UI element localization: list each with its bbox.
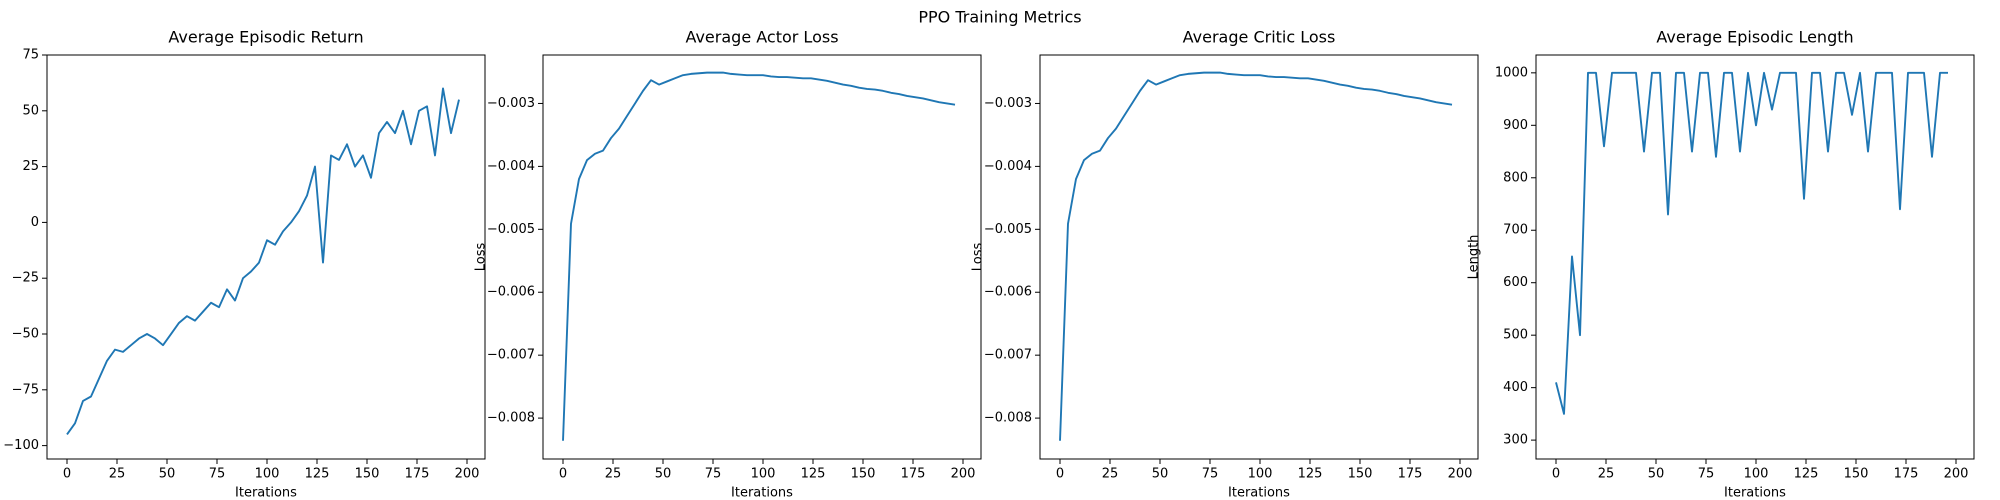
figure-title: PPO Training Metrics bbox=[918, 8, 1081, 27]
y-axis-label: Loss bbox=[971, 243, 986, 272]
x-tick-label: 175 bbox=[405, 467, 430, 482]
x-tick-label: 150 bbox=[851, 467, 876, 482]
line bbox=[562, 71, 956, 441]
y-tick-label: −0.006 bbox=[984, 285, 1032, 300]
x-tick-label: 175 bbox=[901, 467, 926, 482]
y-tick-label: −50 bbox=[12, 327, 39, 342]
x-tick-label: 25 bbox=[109, 467, 126, 482]
y-tick-label: −0.003 bbox=[984, 96, 1032, 111]
y-tick-label: −0.008 bbox=[487, 411, 535, 426]
y-axis-label: Length bbox=[1467, 235, 1482, 280]
x-tick-label: 100 bbox=[1744, 467, 1769, 482]
subplot-title: Average Episodic Return bbox=[168, 28, 363, 47]
x-tick-label: 0 bbox=[1552, 467, 1560, 482]
y-tick-label: −0.007 bbox=[984, 348, 1032, 363]
x-tick-label: 100 bbox=[751, 467, 776, 482]
y-axis-label: Loss bbox=[474, 243, 489, 272]
x-tick-label: 75 bbox=[1202, 467, 1219, 482]
y-tick-label: 50 bbox=[22, 103, 39, 118]
y-tick-label: 900 bbox=[1503, 118, 1528, 133]
y-tick-label: −100 bbox=[3, 438, 39, 453]
y-tick-label: 0 bbox=[31, 215, 39, 230]
subplot-title: Average Critic Loss bbox=[1183, 28, 1336, 47]
y-tick-label: −75 bbox=[12, 382, 39, 397]
y-tick-label: −0.004 bbox=[984, 159, 1032, 174]
y-tick-label: 1000 bbox=[1495, 65, 1528, 80]
x-tick-label: 25 bbox=[605, 467, 622, 482]
y-tick-label: −0.003 bbox=[487, 96, 535, 111]
axes-frame bbox=[542, 54, 982, 460]
x-axis-label: Iterations bbox=[1724, 486, 1786, 500]
x-axis-label: Iterations bbox=[1228, 486, 1290, 500]
x-tick-label: 125 bbox=[1794, 467, 1819, 482]
x-tick-label: 200 bbox=[951, 467, 976, 482]
y-tick-label: 300 bbox=[1503, 433, 1528, 448]
y-tick-label: −0.004 bbox=[487, 159, 535, 174]
x-axis-label: Iterations bbox=[235, 486, 297, 500]
x-tick-label: 75 bbox=[209, 467, 226, 482]
x-tick-label: 150 bbox=[1844, 467, 1869, 482]
x-tick-label: 75 bbox=[1698, 467, 1715, 482]
x-tick-label: 175 bbox=[1894, 467, 1919, 482]
x-tick-label: 25 bbox=[1102, 467, 1119, 482]
y-tick-label: 700 bbox=[1503, 223, 1528, 238]
subplot-title: Average Actor Loss bbox=[685, 28, 838, 47]
y-tick-label: −0.007 bbox=[487, 348, 535, 363]
x-tick-label: 200 bbox=[455, 467, 480, 482]
subplot-title: Average Episodic Length bbox=[1656, 28, 1853, 47]
y-tick-label: 400 bbox=[1503, 380, 1528, 395]
x-tick-label: 150 bbox=[355, 467, 380, 482]
y-tick-label: −0.006 bbox=[487, 285, 535, 300]
axes-frame bbox=[1039, 54, 1479, 460]
x-tick-label: 175 bbox=[1398, 467, 1423, 482]
y-tick-label: 25 bbox=[22, 159, 39, 174]
y-tick-label: 500 bbox=[1503, 328, 1528, 343]
x-tick-label: 75 bbox=[705, 467, 722, 482]
x-tick-label: 50 bbox=[655, 467, 672, 482]
axes-frame bbox=[1535, 54, 1975, 460]
x-tick-label: 50 bbox=[1152, 467, 1169, 482]
x-tick-label: 25 bbox=[1598, 467, 1615, 482]
x-tick-label: 200 bbox=[1944, 467, 1969, 482]
y-tick-label: 600 bbox=[1503, 275, 1528, 290]
line bbox=[1059, 71, 1453, 441]
x-tick-label: 50 bbox=[1648, 467, 1665, 482]
x-tick-label: 0 bbox=[63, 467, 71, 482]
x-tick-label: 125 bbox=[305, 467, 330, 482]
x-tick-label: 0 bbox=[559, 467, 567, 482]
x-axis-label: Iterations bbox=[731, 486, 793, 500]
y-tick-label: −0.005 bbox=[487, 222, 535, 237]
x-tick-label: 150 bbox=[1348, 467, 1373, 482]
y-tick-label: −0.008 bbox=[984, 411, 1032, 426]
line bbox=[1555, 71, 1948, 415]
x-tick-label: 50 bbox=[159, 467, 176, 482]
y-tick-label: −0.005 bbox=[984, 222, 1032, 237]
x-tick-label: 0 bbox=[1056, 467, 1064, 482]
y-tick-label: 800 bbox=[1503, 170, 1528, 185]
line bbox=[66, 87, 460, 436]
axes-frame bbox=[46, 54, 486, 460]
x-tick-label: 125 bbox=[801, 467, 826, 482]
x-tick-label: 100 bbox=[1248, 467, 1273, 482]
y-tick-label: 75 bbox=[22, 48, 39, 63]
x-tick-label: 100 bbox=[255, 467, 280, 482]
x-tick-label: 125 bbox=[1298, 467, 1323, 482]
y-tick-label: −25 bbox=[12, 271, 39, 286]
x-tick-label: 200 bbox=[1448, 467, 1473, 482]
